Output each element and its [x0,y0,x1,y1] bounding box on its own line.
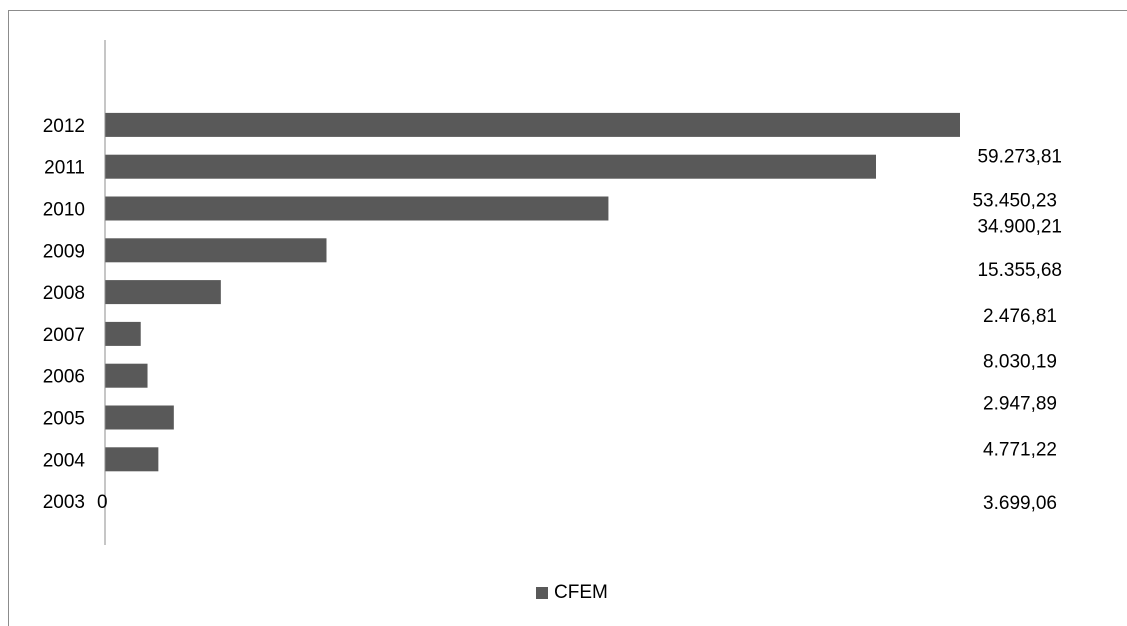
category-label-2010: 2010 [43,200,85,221]
data-label-2007: 2.476,81 [983,306,1057,327]
category-label-2012: 2012 [43,116,85,137]
legend-swatch-cfem [536,587,548,599]
data-label-2010: 53.450,23 [972,191,1057,212]
bar-2009 [105,238,327,263]
bar-2007 [105,321,141,346]
category-label-2011: 2011 [44,158,85,179]
category-label-2005: 2005 [43,409,85,430]
category-label-2008: 2008 [43,283,85,304]
category-label-2007: 2007 [43,325,85,346]
category-label-2009: 2009 [43,241,85,262]
bar-2012 [105,112,960,137]
bar-2004 [105,447,159,472]
data-label-2008: 15.355,68 [977,260,1062,281]
data-label-2003: 3.699,06 [983,493,1057,514]
bar-2010 [105,196,609,221]
data-label-2009: 34.900,21 [977,216,1062,237]
data-label-2006: 8.030,19 [983,352,1057,373]
data-label-2011: 59.273,81 [977,147,1062,168]
data-label-2003-zero: 0 [97,492,108,513]
category-label-2004: 2004 [43,450,86,471]
legend: CFEM [536,580,608,606]
bar-2006 [105,363,148,388]
bar-2011 [105,154,876,179]
bar-2005 [105,405,174,430]
category-label-2003: 2003 [43,492,85,513]
legend-label-cfem: CFEM [554,582,608,603]
chart-frame [8,10,1127,626]
category-label-2006: 2006 [43,367,85,388]
data-label-2004: 4.771,22 [983,439,1057,460]
data-label-2005: 2.947,89 [983,394,1057,415]
bar-2008 [105,280,221,305]
